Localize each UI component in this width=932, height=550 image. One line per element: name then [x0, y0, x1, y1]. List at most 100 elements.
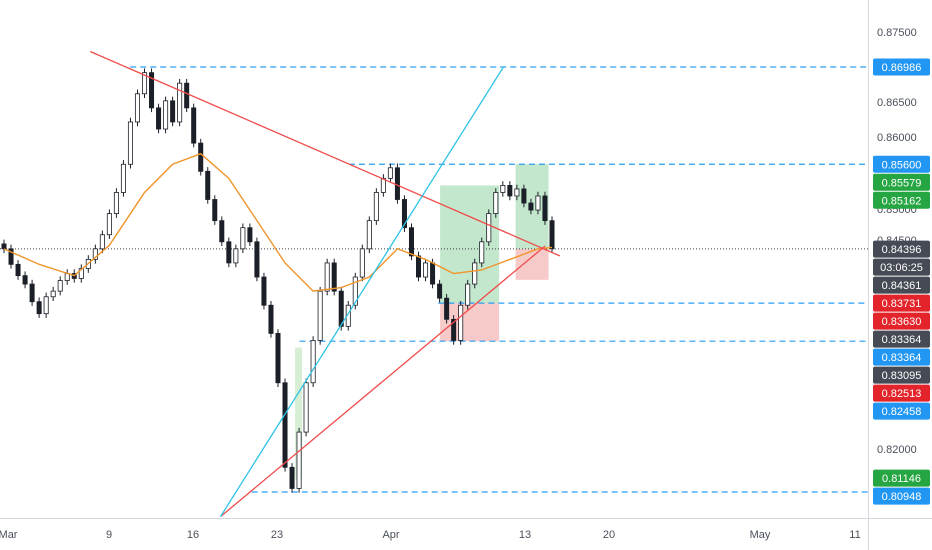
price-tag[interactable]	[873, 384, 930, 402]
candle-body	[282, 382, 288, 468]
candle-body	[289, 466, 295, 489]
candle-body	[29, 283, 35, 303]
candle-body	[479, 241, 485, 264]
price-tag[interactable]	[873, 348, 930, 366]
candle-body	[394, 167, 400, 200]
candle-body	[275, 333, 281, 384]
candle-body	[127, 121, 133, 165]
candle-body	[156, 107, 162, 130]
price-tag[interactable]	[873, 294, 930, 312]
price-tag-label: 0.82513	[882, 388, 922, 400]
trendline[interactable]	[90, 50, 561, 257]
time-tick-label: May	[750, 529, 771, 541]
candle-body	[113, 192, 119, 215]
candle-body	[317, 290, 323, 341]
price-tag[interactable]	[873, 258, 930, 276]
candle-body	[387, 167, 393, 179]
price-tag[interactable]	[873, 366, 930, 384]
candle-body	[254, 241, 260, 278]
candle-body	[1, 243, 7, 250]
trendline[interactable]	[219, 66, 504, 518]
price-tag[interactable]	[873, 191, 930, 209]
candle-body	[226, 241, 232, 264]
price-tag-label: 0.83630	[882, 316, 922, 328]
price-tag[interactable]	[873, 402, 930, 420]
candle-body	[247, 227, 253, 243]
candle-body	[444, 297, 450, 320]
candle-body	[472, 262, 478, 285]
candle-body	[240, 227, 246, 250]
trendline[interactable]	[220, 245, 546, 518]
time-tick-label: 16	[187, 529, 199, 541]
price-tag[interactable]	[873, 330, 930, 348]
candle-body	[184, 82, 190, 109]
candle-body	[451, 318, 457, 341]
price-tag-label: 0.86986	[882, 62, 922, 74]
candle-body	[380, 177, 386, 193]
candle-body	[408, 227, 414, 257]
price-tag[interactable]	[873, 155, 930, 173]
candle-body	[170, 100, 176, 123]
candle-body	[149, 72, 155, 109]
candle-body	[8, 248, 14, 265]
candle-body	[99, 234, 105, 250]
candle-body	[233, 248, 239, 264]
candle-body	[163, 100, 169, 130]
time-tick-label: 11	[849, 529, 860, 541]
candle-body	[50, 290, 56, 298]
candle-body	[134, 93, 140, 123]
price-tag[interactable]	[873, 240, 930, 258]
candle-body	[535, 195, 541, 211]
time-tick-label: Apr	[382, 529, 399, 541]
candle-body	[142, 72, 148, 95]
candle-body	[324, 262, 330, 292]
candle-body	[261, 276, 267, 306]
price-tag[interactable]	[873, 469, 930, 487]
time-tick-label: Mar	[0, 529, 18, 541]
price-tag[interactable]	[873, 276, 930, 294]
candle-body	[43, 296, 49, 315]
position-zone	[295, 347, 303, 480]
price-tag[interactable]	[873, 487, 930, 505]
price-tag-label: 0.83364	[882, 334, 922, 346]
candle-body	[373, 192, 379, 222]
candle-body	[416, 255, 422, 278]
price-tag-label: 0.85600	[882, 159, 922, 171]
candle-body	[366, 220, 372, 250]
candle-body	[514, 188, 520, 197]
candle-body	[219, 220, 225, 243]
price-tick-label: 0.82000	[877, 444, 917, 456]
candle-body	[22, 275, 28, 285]
price-tick-label: 0.87500	[877, 27, 917, 39]
price-tag-label: 0.83364	[882, 352, 922, 364]
candle-body	[303, 382, 309, 433]
time-tick-label: 23	[271, 529, 283, 541]
candle-body	[106, 213, 112, 236]
time-tick-label: 9	[106, 529, 112, 541]
price-tag[interactable]	[873, 58, 930, 76]
candle-body	[521, 188, 527, 204]
time-tick-label: 20	[603, 529, 615, 541]
candle-body	[205, 170, 211, 200]
candle-body	[191, 107, 197, 144]
price-tag-label: 0.85579	[882, 177, 922, 189]
price-tag-label: 0.80948	[882, 491, 922, 503]
price-tag-label: 0.82458	[882, 406, 922, 418]
time-tick-label: 13	[519, 529, 531, 541]
candle-body	[268, 304, 274, 334]
price-tag-label: 0.85162	[882, 195, 922, 207]
moving-average-line	[3, 152, 553, 292]
candle-body	[296, 431, 302, 489]
candle-body	[198, 142, 204, 172]
price-tag[interactable]	[873, 312, 930, 330]
candle-body	[92, 248, 98, 260]
candle-body	[338, 290, 344, 327]
price-tag-label: 0.84396	[882, 244, 922, 256]
price-tag[interactable]	[873, 173, 930, 191]
candle-body	[423, 262, 429, 278]
candle-body	[507, 185, 513, 197]
candle-body	[15, 263, 21, 277]
candle-body	[78, 268, 84, 279]
candle-body	[500, 185, 506, 193]
